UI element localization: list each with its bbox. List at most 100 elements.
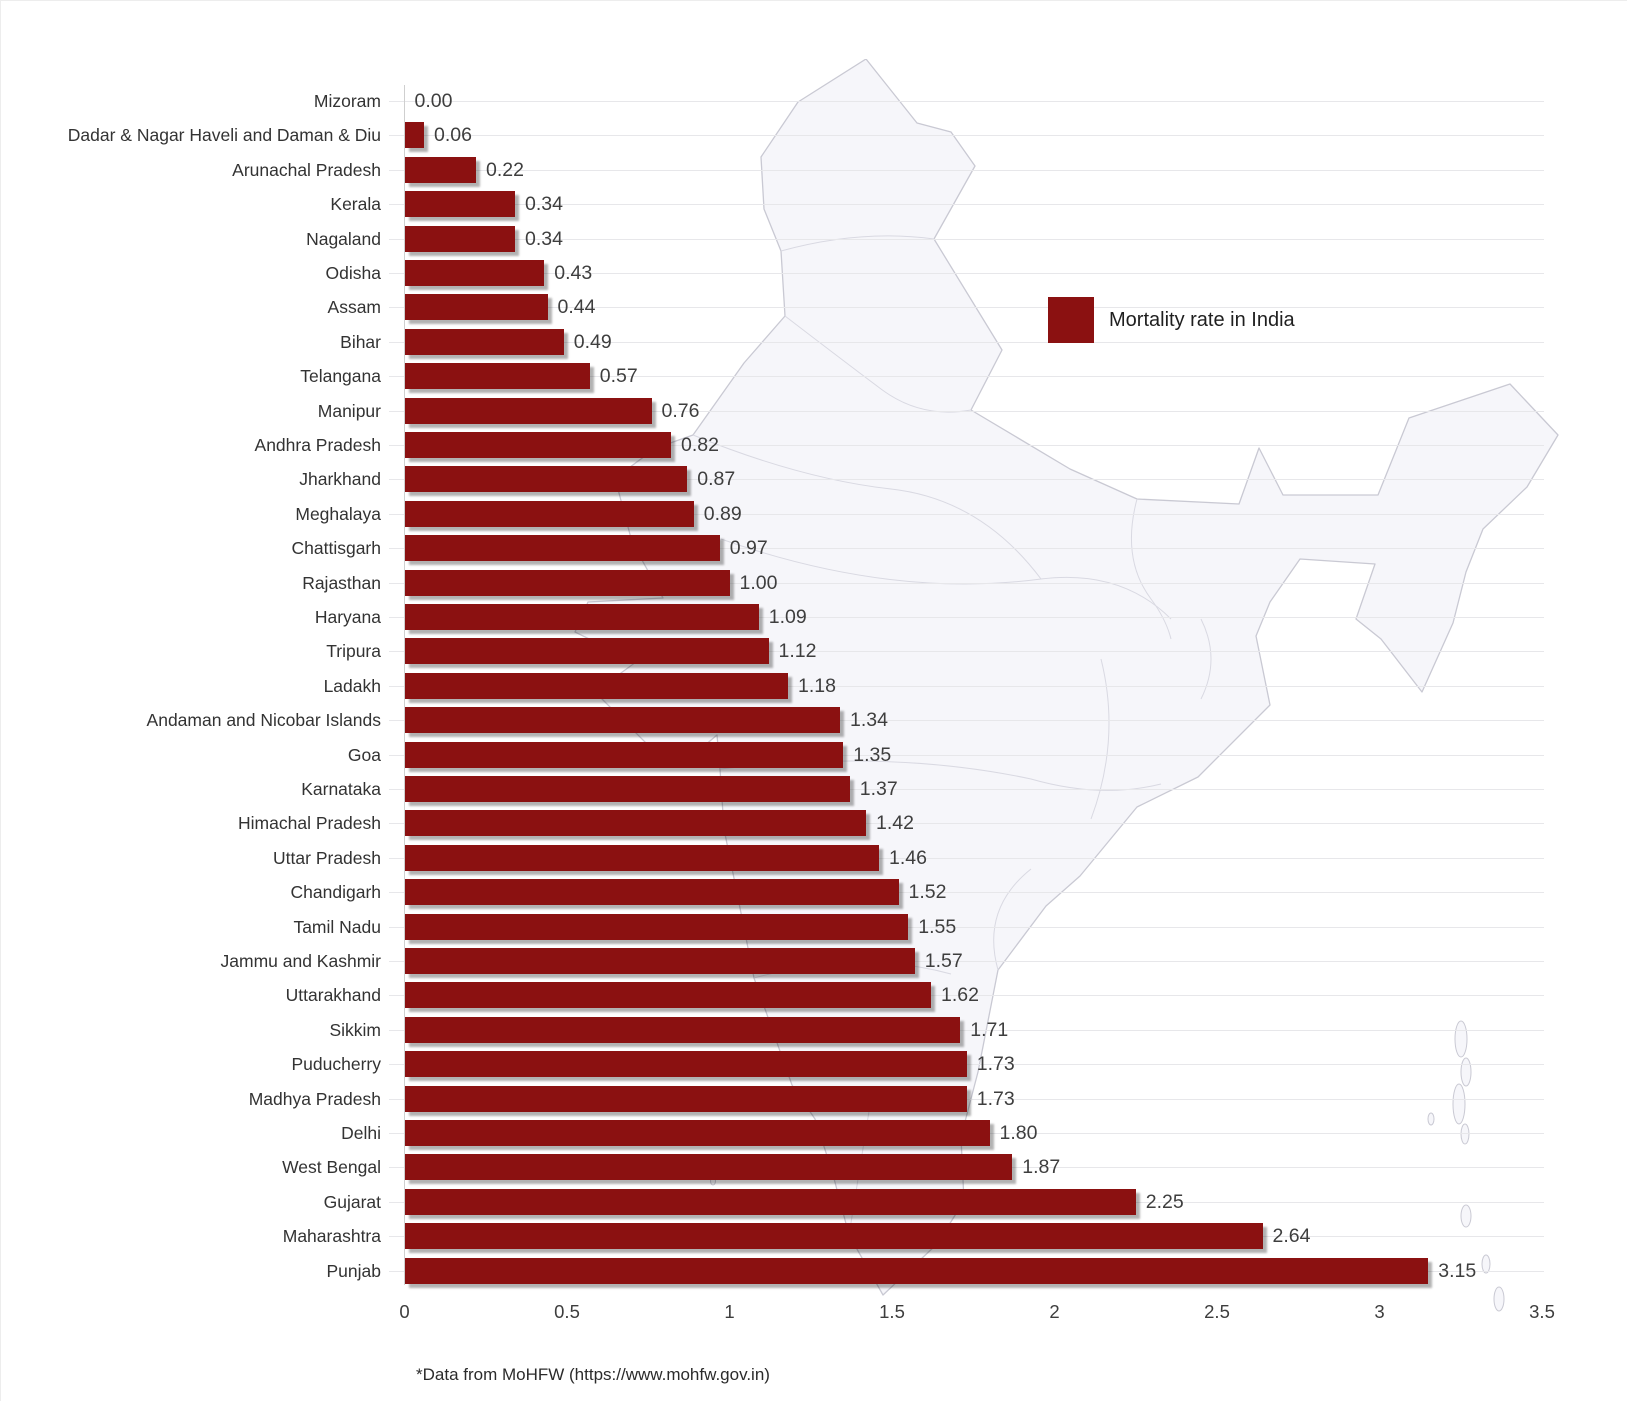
nicobar-island xyxy=(1493,1286,1505,1312)
legend-swatch xyxy=(1048,297,1094,343)
value-label: 1.71 xyxy=(970,1018,1009,1041)
gridline xyxy=(389,101,1544,102)
category-label: Andhra Pradesh xyxy=(254,435,381,455)
category-label: Odisha xyxy=(325,263,381,283)
category-label: Jammu and Kashmir xyxy=(220,951,381,971)
y-axis-line xyxy=(403,85,405,1285)
bar[interactable] xyxy=(404,432,671,458)
gridline xyxy=(389,720,1544,722)
bar[interactable] xyxy=(404,466,688,493)
bar[interactable] xyxy=(404,1223,1263,1250)
value-label: 1.37 xyxy=(859,778,898,800)
category-label: Assam xyxy=(327,297,381,318)
gridline xyxy=(389,995,1544,997)
value-label: 2.25 xyxy=(1145,1190,1184,1213)
bar[interactable] xyxy=(404,913,909,940)
value-label: 0.34 xyxy=(525,193,563,216)
andaman-island xyxy=(1452,1083,1466,1125)
value-label: 1.35 xyxy=(853,743,892,766)
value-label: 0.87 xyxy=(697,468,736,491)
bar[interactable] xyxy=(404,844,879,871)
gridline xyxy=(389,823,1544,825)
bar[interactable] xyxy=(404,260,545,286)
bar[interactable] xyxy=(404,776,850,802)
bar[interactable] xyxy=(404,191,515,218)
gridline xyxy=(389,892,1544,894)
value-label: 1.62 xyxy=(941,984,979,1007)
category-label: Puducherry xyxy=(291,1054,382,1075)
bar[interactable] xyxy=(404,604,759,630)
category-label: Delhi xyxy=(341,1123,381,1143)
category-label: Ladakh xyxy=(323,675,381,696)
bar[interactable] xyxy=(404,569,730,596)
value-label: 2.64 xyxy=(1272,1225,1311,1248)
bar[interactable] xyxy=(404,982,931,1009)
state-border xyxy=(1130,498,1172,640)
x-tick-label: 2 xyxy=(1049,1301,1060,1322)
bar[interactable] xyxy=(404,879,899,906)
bar[interactable] xyxy=(404,1188,1136,1215)
state-border xyxy=(720,538,1172,620)
bar[interactable] xyxy=(404,328,564,355)
gridline xyxy=(389,376,1544,378)
bar[interactable] xyxy=(404,707,840,734)
bar[interactable] xyxy=(404,500,694,527)
state-border xyxy=(1090,658,1110,820)
nicobar-island xyxy=(1481,1254,1491,1274)
gridline xyxy=(389,857,1544,859)
value-label: 0.34 xyxy=(525,227,563,250)
gridline xyxy=(389,789,1544,790)
andaman-island xyxy=(1427,1112,1435,1126)
bar[interactable] xyxy=(404,741,844,768)
gridline xyxy=(389,307,1544,309)
value-label: 3.15 xyxy=(1438,1259,1477,1282)
bar[interactable] xyxy=(404,1120,990,1146)
bar[interactable] xyxy=(404,225,515,252)
category-label: Uttarakhand xyxy=(285,985,381,1006)
bar[interactable] xyxy=(404,397,652,424)
category-label: Maharashtra xyxy=(282,1226,381,1247)
category-label: Bihar xyxy=(340,331,381,352)
category-label: Meghalaya xyxy=(295,503,381,524)
gridline xyxy=(389,961,1544,962)
category-label: West Bengal xyxy=(282,1157,381,1178)
value-label: 1.57 xyxy=(924,950,963,972)
x-tick-label: 2.5 xyxy=(1204,1301,1230,1322)
category-label: Chattisgarh xyxy=(291,538,382,559)
bar[interactable] xyxy=(404,1016,961,1043)
bar[interactable] xyxy=(404,363,590,390)
bar[interactable] xyxy=(404,948,915,974)
category-label: Manipur xyxy=(317,400,381,421)
bar[interactable] xyxy=(404,122,424,149)
value-label: 1.42 xyxy=(876,812,914,835)
bar[interactable] xyxy=(404,1257,1429,1284)
bar[interactable] xyxy=(404,638,769,665)
gridline xyxy=(389,341,1544,343)
state-border xyxy=(1200,618,1212,700)
x-tick-label: 1.5 xyxy=(879,1301,905,1322)
category-label: Andaman and Nicobar Islands xyxy=(146,710,381,731)
gridline xyxy=(389,204,1544,206)
bar[interactable] xyxy=(404,294,548,321)
bar[interactable] xyxy=(404,810,866,837)
andaman-island xyxy=(1460,1057,1472,1087)
value-label: 0.97 xyxy=(729,537,768,560)
category-label: Arunachal Pradesh xyxy=(232,159,381,180)
bar[interactable] xyxy=(404,1154,1013,1181)
category-label: Tripura xyxy=(326,641,381,662)
value-label: 0.49 xyxy=(573,330,612,353)
value-label: 0.22 xyxy=(486,158,524,181)
category-label: Uttar Pradesh xyxy=(273,847,381,868)
bar[interactable] xyxy=(404,535,720,562)
value-label: 1.55 xyxy=(918,915,957,938)
gridline xyxy=(389,410,1544,412)
value-label: 1.18 xyxy=(798,674,836,697)
bar[interactable] xyxy=(404,156,476,183)
bar[interactable] xyxy=(404,1085,967,1112)
bar[interactable] xyxy=(404,1051,967,1078)
bar[interactable] xyxy=(404,672,788,699)
nicobar-island xyxy=(1460,1204,1472,1228)
value-label: 0.89 xyxy=(703,502,742,525)
value-label: 1.52 xyxy=(908,881,947,904)
